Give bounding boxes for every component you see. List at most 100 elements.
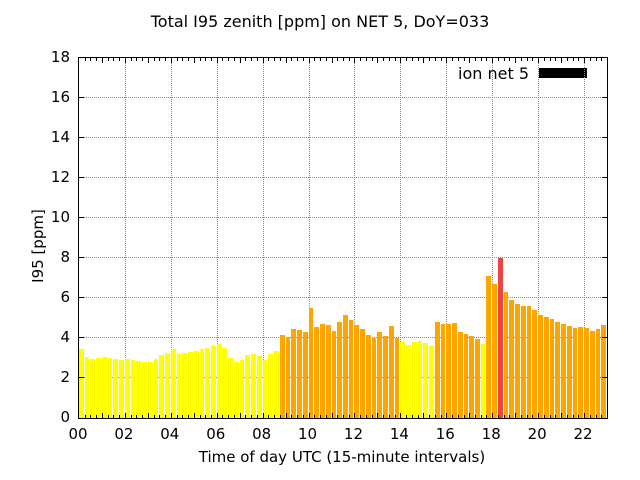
bar-19:45 [532,310,538,418]
tick-bottom [526,415,528,418]
tick-top [348,58,350,61]
v-gridline [538,58,540,418]
tick-left [79,137,84,138]
bar-11:30 [343,315,348,418]
tick-top [400,58,402,63]
tick-right [602,377,607,378]
tick-top [526,58,528,61]
tick-bottom [423,413,425,418]
tick-top [595,58,597,61]
tick-top [136,58,138,61]
y-tick-label: 14 [50,128,70,146]
v-gridline [170,58,172,418]
tick-top [268,58,270,61]
bar-20:45 [555,322,561,418]
tick-right [602,177,607,178]
tick-bottom [411,415,413,418]
tick-bottom [578,415,580,418]
tick-bottom [354,413,356,418]
v-gridline [492,58,494,418]
tick-top [107,58,109,61]
tick-bottom [96,415,98,418]
tick-top [325,58,327,61]
tick-top [549,58,551,61]
tick-top [101,58,103,63]
tick-right [602,337,607,338]
tick-bottom [509,415,511,418]
tick-bottom [400,413,402,418]
tick-top [371,58,373,61]
tick-bottom [239,413,241,418]
bar-14:45 [417,341,423,418]
tick-bottom [297,415,299,418]
bar-18:15 [497,258,503,418]
tick-top [543,58,545,61]
bar-21:00 [561,324,566,418]
h-gridline [79,257,607,258]
bar-22:30 [595,329,601,418]
tick-top [119,58,121,61]
bar-22:45 [601,325,606,418]
bar-07:45 [256,356,262,418]
y-tick-label: 10 [50,208,70,226]
tick-bottom [159,415,161,418]
v-gridline [354,58,356,418]
tick-bottom [394,415,396,418]
tick-bottom [469,413,471,418]
tick-bottom [228,415,230,418]
tick-bottom [84,415,86,418]
tick-bottom [136,415,138,418]
tick-bottom [262,413,264,418]
tick-top [584,58,586,63]
y-tick-label: 2 [60,368,70,386]
y-tick-label: 6 [60,288,70,306]
bar-07:15 [245,355,251,418]
bar-17:30 [480,344,486,418]
bar-10:45 [325,325,331,418]
v-gridline [124,58,126,418]
bar-01:45 [119,360,124,418]
tick-top [291,58,293,61]
bar-11:15 [337,322,342,418]
tick-bottom [360,415,362,418]
bar-12:45 [371,338,377,418]
bar-14:30 [411,342,417,418]
bar-08:45 [279,335,285,418]
bar-12:15 [360,329,365,418]
tick-right [602,257,607,258]
tick-left [79,377,84,378]
tick-bottom [119,415,121,418]
tick-top [176,58,178,61]
y-tick-label: 18 [50,48,70,66]
tick-top [251,58,253,61]
tick-top [188,58,190,61]
tick-bottom [130,415,132,418]
tick-bottom [406,415,408,418]
bar-15:00 [423,343,429,418]
bar-11:00 [331,331,337,418]
tick-bottom [279,415,281,418]
bar-15:30 [434,322,440,418]
y-tick-label: 12 [50,168,70,186]
tick-left [79,97,84,98]
v-gridline [400,58,402,418]
tick-top [589,58,591,61]
tick-bottom [601,415,603,418]
tick-bottom [584,413,586,418]
bar-16:30 [457,332,463,418]
tick-top [446,58,448,63]
tick-top [497,58,499,61]
tick-bottom [211,415,212,418]
bar-16:45 [463,334,469,418]
tick-top [256,58,258,61]
bar-17:15 [475,339,480,418]
tick-bottom [107,415,109,418]
tick-top [566,58,568,61]
tick-left [79,217,84,218]
tick-top [354,58,356,63]
bar-19:15 [520,306,526,418]
bar-09:30 [297,330,302,418]
tick-bottom [285,413,287,418]
bar-04:45 [188,352,193,418]
tick-bottom [463,415,465,418]
